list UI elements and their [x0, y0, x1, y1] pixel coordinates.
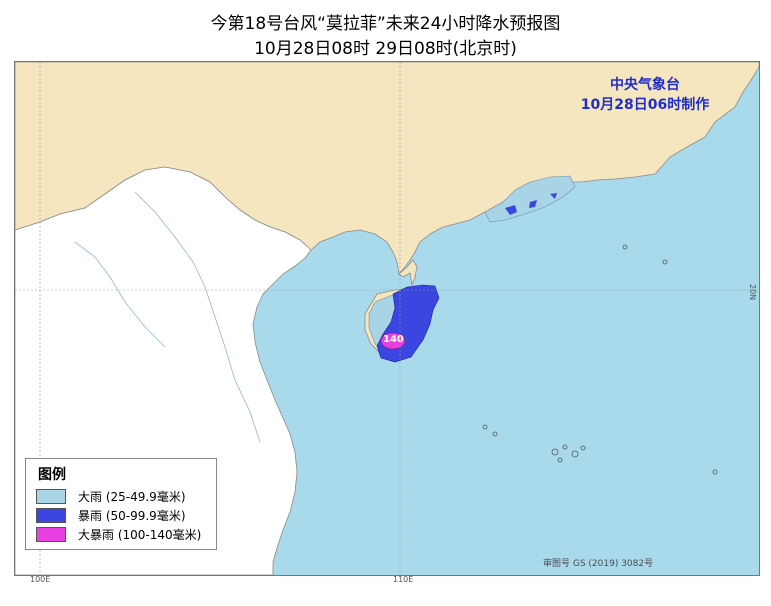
legend-title: 图例	[38, 464, 66, 484]
legend-label: 大暴雨 (100-140毫米)	[78, 526, 201, 543]
max-rain-label: 140	[383, 334, 404, 345]
legend-label: 暴雨 (50-99.9毫米)	[78, 507, 186, 524]
legend-swatch	[36, 527, 66, 542]
lon-label-left: 100E	[30, 575, 50, 584]
legend-swatch	[36, 489, 66, 504]
map-subtitle: 10月28日08时 29日08时(北京时)	[0, 34, 771, 59]
legend: 图例 大雨 (25-49.9毫米) 暴雨 (50-99.9毫米) 大暴雨 (10…	[25, 458, 217, 550]
legend-label: 大雨 (25-49.9毫米)	[78, 488, 186, 505]
map-credit: 审图号 GS (2019) 3082号	[543, 556, 653, 569]
issue-time: 10月28日06时制作	[565, 94, 725, 114]
lon-label-mid: 110E	[393, 575, 413, 584]
lat-label-right: 20N	[748, 284, 757, 300]
agency-name: 中央气象台	[575, 74, 715, 94]
map-title: 今𬒝第18号台风“莫拉菲”未来24小时降水预报图	[0, 9, 771, 34]
legend-swatch	[36, 508, 66, 523]
